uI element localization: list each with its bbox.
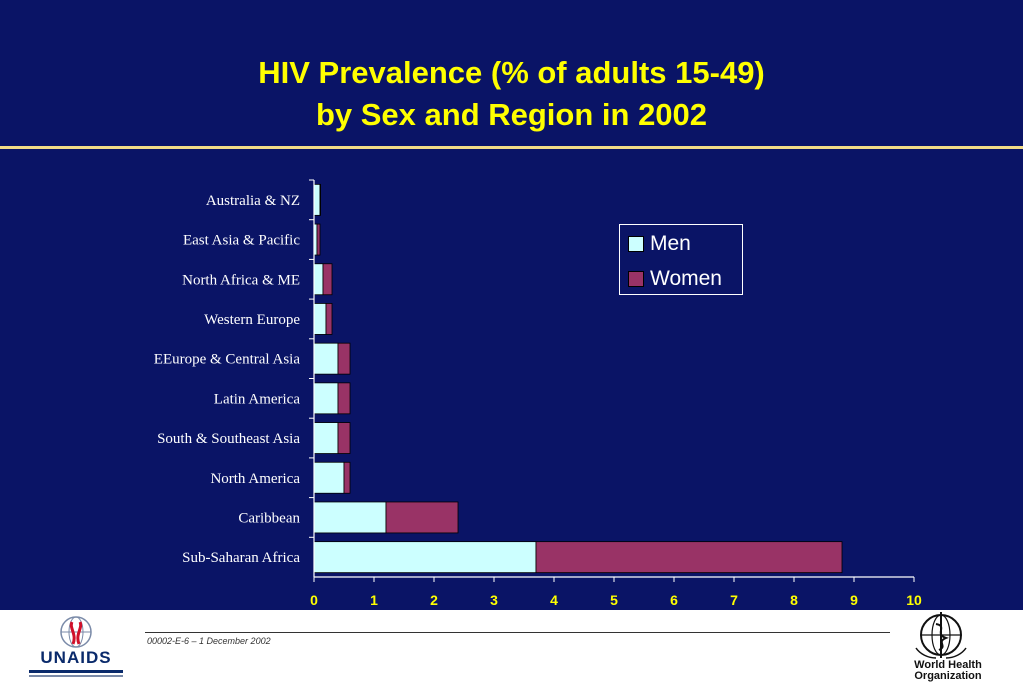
category-label: South & Southeast Asia — [157, 431, 300, 447]
category-label: Latin America — [214, 391, 301, 407]
footer-divider — [145, 632, 890, 633]
bars-group — [313, 183, 843, 574]
stacked-bar-chart: Australia & NZ East Asia & Pacific North A… — [154, 179, 922, 608]
bar-men-0 — [313, 183, 321, 216]
x-tick-label: 0 — [310, 592, 318, 608]
category-label: Sub-Saharan Africa — [182, 550, 300, 566]
bar-women-1 — [316, 223, 321, 256]
legend-swatch-men — [628, 236, 644, 252]
category-label: North America — [210, 471, 300, 487]
category-labels: Australia & NZ East Asia & Pacific North A… — [154, 193, 301, 566]
unaids-logo — [29, 616, 123, 677]
title-line-2: by Sex and Region in 2002 — [315, 97, 708, 132]
slide-background — [0, 0, 1023, 610]
bar-men-6 — [313, 422, 339, 454]
who-text-line-2: Organization — [914, 670, 982, 682]
category-label: North Africa & ME — [182, 272, 300, 288]
who-text-line-1: World Health — [914, 659, 982, 671]
title-line-1: HIV Prevalence (% of adults 15-49) — [258, 55, 765, 90]
legend-swatch-women — [628, 271, 644, 287]
bar-women-2 — [322, 263, 333, 296]
bar-women-3 — [325, 303, 333, 335]
bar-men-3 — [313, 303, 327, 335]
category-label: EEurope & Central Asia — [154, 352, 301, 368]
who-wordmark: World Health Organization — [893, 660, 1003, 682]
legend-item-men: Men — [628, 231, 691, 257]
slide-title: HIV Prevalence (% of adults 15-49) by Se… — [0, 52, 1023, 136]
x-tick-label: 3 — [490, 592, 498, 608]
chart-legend: Men Women — [619, 224, 743, 295]
axes-group — [309, 179, 915, 582]
bar-women-4 — [337, 342, 351, 375]
x-tick-label: 8 — [790, 592, 798, 608]
bar-men-7 — [313, 461, 345, 494]
title-divider — [0, 146, 1023, 149]
category-label: Caribbean — [238, 510, 300, 526]
x-tick-label: 7 — [730, 592, 738, 608]
legend-label-women: Women — [650, 267, 722, 290]
category-label: East Asia & Pacific — [183, 233, 300, 249]
x-tick-label: 6 — [670, 592, 678, 608]
legend-label-men: Men — [650, 232, 691, 255]
x-tick-label: 1 — [370, 592, 378, 608]
unaids-wordmark: UNAIDS — [40, 648, 112, 667]
footer-reference: 00002-E-6 – 1 December 2002 — [147, 636, 271, 646]
who-emblem-icon — [915, 612, 967, 659]
category-label: Western Europe — [204, 312, 300, 328]
bar-men-4 — [313, 342, 339, 375]
legend-item-women: Women — [628, 266, 722, 292]
x-tick-label: 9 — [850, 592, 858, 608]
category-label: Australia & NZ — [206, 193, 300, 209]
tick-labels: 0 1 2 3 4 5 6 7 8 9 10 — [310, 592, 922, 608]
bar-men-2 — [313, 263, 324, 296]
bar-men-8 — [313, 501, 387, 534]
bar-women-9 — [535, 541, 843, 574]
bar-women-0 — [319, 183, 322, 216]
x-tick-label: 10 — [906, 592, 922, 608]
bar-women-6 — [337, 422, 351, 454]
bar-women-7 — [343, 461, 351, 494]
bar-men-9 — [313, 541, 537, 574]
bar-women-8 — [385, 501, 459, 534]
bar-men-5 — [313, 382, 339, 415]
bar-women-5 — [337, 382, 351, 415]
x-tick-label: 4 — [550, 592, 558, 608]
x-tick-label: 5 — [610, 592, 618, 608]
x-tick-label: 2 — [430, 592, 438, 608]
